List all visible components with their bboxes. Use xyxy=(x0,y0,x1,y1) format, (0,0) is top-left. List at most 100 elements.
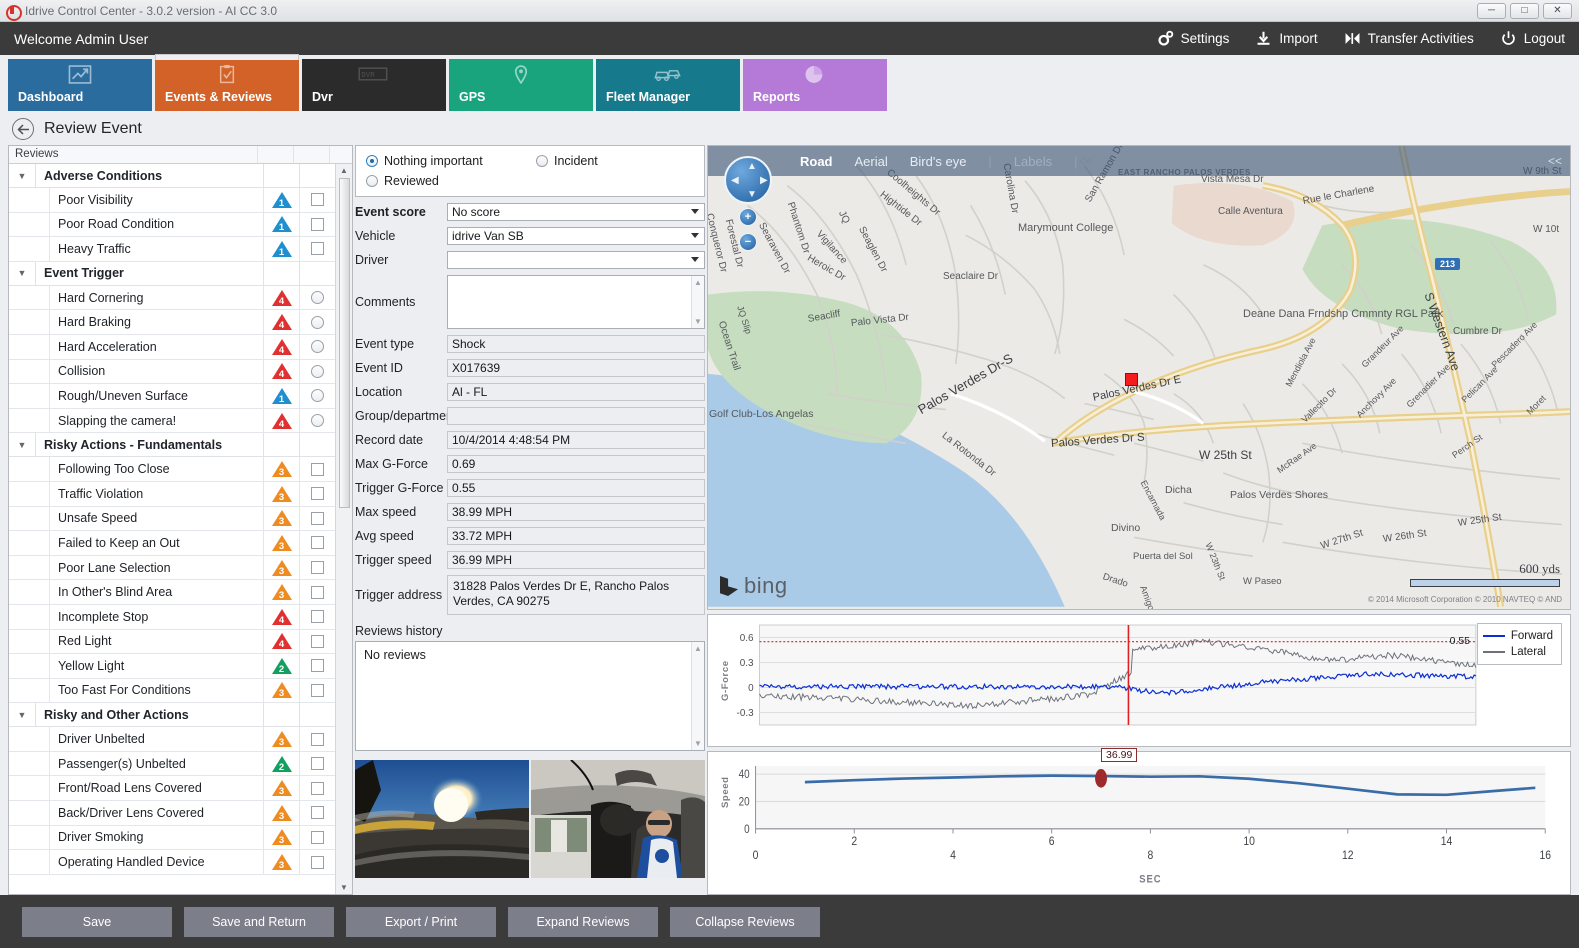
review-checkbox[interactable] xyxy=(311,732,324,746)
scroll-down-icon[interactable]: ▼ xyxy=(694,739,702,748)
tree-group-2[interactable]: ▼ Risky Actions - Fundamentals xyxy=(9,433,335,458)
review-radio[interactable] xyxy=(311,315,324,329)
scrollbar-thumb[interactable] xyxy=(338,178,350,508)
review-checkbox[interactable] xyxy=(311,806,324,820)
tree-item-row[interactable]: Poor Lane Selection 3 xyxy=(9,555,335,581)
review-checkbox[interactable] xyxy=(311,536,324,550)
select-event-score[interactable]: No score xyxy=(447,203,705,221)
review-checkbox[interactable] xyxy=(311,487,324,501)
scroll-down-icon[interactable]: ▼ xyxy=(694,317,702,326)
review-checkbox[interactable] xyxy=(311,634,324,648)
minimize-button[interactable]: ─ xyxy=(1477,2,1506,19)
group-toggle-icon[interactable]: ▼ xyxy=(17,268,27,279)
scroll-down-icon[interactable]: ▼ xyxy=(340,883,348,892)
zoom-out-button[interactable]: − xyxy=(739,233,757,251)
tree-item-row[interactable]: Hard Acceleration 4 xyxy=(9,334,335,360)
tree-item-row[interactable]: Slapping the camera! 4 xyxy=(9,408,335,434)
review-radio[interactable] xyxy=(311,414,324,428)
collapse-reviews-button[interactable]: Collapse Reviews xyxy=(670,906,820,937)
review-checkbox[interactable] xyxy=(311,511,324,525)
close-button[interactable]: ✕ xyxy=(1543,2,1572,19)
pan-left-icon[interactable]: ◀ xyxy=(731,175,739,186)
tree-item-row[interactable]: Red Light 4 xyxy=(9,629,335,655)
review-checkbox[interactable] xyxy=(311,683,324,697)
map-view-aerial[interactable]: Aerial xyxy=(854,153,888,169)
reviews-history-scrollbar[interactable]: ▲ ▼ xyxy=(691,642,704,750)
module-tab-fleet-manager[interactable]: Fleet Manager xyxy=(596,59,740,111)
module-tab-dvr[interactable]: DVR Dvr xyxy=(302,59,446,111)
tree-item-row[interactable]: Operating Handled Device 3 xyxy=(9,850,335,875)
tree-item-row[interactable]: Incomplete Stop 4 xyxy=(9,604,335,630)
reviews-tree-scrollbar[interactable]: ▲ ▼ xyxy=(335,164,352,894)
review-radio[interactable] xyxy=(311,340,324,354)
review-checkbox[interactable] xyxy=(311,610,324,624)
comments-textarea[interactable]: ▲ ▼ xyxy=(447,275,705,329)
maximize-button[interactable]: □ xyxy=(1510,2,1539,19)
scroll-up-icon[interactable]: ▲ xyxy=(694,644,702,653)
review-checkbox[interactable] xyxy=(311,659,324,673)
map-view-labels[interactable]: Labels xyxy=(1013,153,1053,169)
expand-reviews-button[interactable]: Expand Reviews xyxy=(508,906,658,937)
group-toggle-icon[interactable]: ▼ xyxy=(17,439,27,450)
textarea-scrollbar[interactable]: ▲ ▼ xyxy=(691,276,704,328)
review-checkbox[interactable] xyxy=(311,462,324,476)
review-checkbox[interactable] xyxy=(311,830,324,844)
tree-item-row[interactable]: Hard Cornering 4 xyxy=(9,285,335,311)
forward-road-camera[interactable] xyxy=(355,760,529,878)
review-checkbox[interactable] xyxy=(311,585,324,599)
select-driver[interactable] xyxy=(447,251,705,269)
review-checkbox[interactable] xyxy=(311,757,324,771)
review-radio[interactable] xyxy=(311,291,324,305)
scroll-up-icon[interactable]: ▲ xyxy=(340,166,348,175)
export-print-button[interactable]: Export / Print xyxy=(346,906,496,937)
driver-interior-camera[interactable] xyxy=(531,760,705,878)
tree-item-row[interactable]: In Other's Blind Area 3 xyxy=(9,580,335,605)
review-checkbox[interactable] xyxy=(311,561,324,575)
import-button[interactable]: Import xyxy=(1255,30,1318,47)
radio-reviewed[interactable] xyxy=(366,175,378,187)
status-option-nothing-important[interactable]: Nothing important xyxy=(366,154,536,168)
tree-item-row[interactable]: Poor Road Condition 1 xyxy=(9,212,335,238)
scroll-up-icon[interactable]: ▲ xyxy=(694,278,702,287)
review-checkbox[interactable] xyxy=(311,855,324,869)
tree-group-1[interactable]: ▼ Event Trigger xyxy=(9,261,335,286)
logout-button[interactable]: Logout xyxy=(1500,30,1565,47)
zoom-in-button[interactable]: + xyxy=(739,208,757,226)
tree-item-row[interactable]: Hard Braking 4 xyxy=(9,310,335,335)
tree-item-row[interactable]: Poor Visibility 1 xyxy=(9,188,335,213)
map-collapse-toggle[interactable]: << xyxy=(1547,154,1562,168)
map-view-birds-eye[interactable]: Bird's eye xyxy=(909,153,967,169)
tree-item-row[interactable]: Passenger(s) Unbelted 2 xyxy=(9,751,335,777)
tree-item-row[interactable]: Traffic Violation 3 xyxy=(9,481,335,507)
tree-item-row[interactable]: Driver Smoking 3 xyxy=(9,825,335,851)
radio-incident[interactable] xyxy=(536,155,548,167)
select-vehicle[interactable]: idrive Van SB xyxy=(447,227,705,245)
tree-item-row[interactable]: Failed to Keep an Out 3 xyxy=(9,531,335,556)
chevron-down-icon[interactable] xyxy=(691,257,699,262)
pan-right-icon[interactable]: ▶ xyxy=(760,175,768,186)
tree-item-row[interactable]: Front/Road Lens Covered 3 xyxy=(9,776,335,802)
tree-item-row[interactable]: Too Fast For Conditions 3 xyxy=(9,678,335,704)
tree-group-0[interactable]: ▼ Adverse Conditions xyxy=(9,164,335,188)
tree-item-row[interactable]: Heavy Traffic 1 xyxy=(9,237,335,262)
transfer-activities-button[interactable]: Transfer Activities xyxy=(1344,30,1474,47)
event-location-marker[interactable] xyxy=(1125,373,1138,386)
status-option-incident[interactable]: Incident xyxy=(536,154,598,168)
group-toggle-icon[interactable]: ▼ xyxy=(17,709,27,720)
tree-item-row[interactable]: Unsafe Speed 3 xyxy=(9,506,335,532)
g-force-chart[interactable]: G-Force -0.3 0 0.3 0.6 Forward Lateral 0.55 xyxy=(707,614,1571,747)
review-checkbox[interactable] xyxy=(311,217,324,231)
pan-up-icon[interactable]: ▲ xyxy=(747,161,757,172)
map-view-road[interactable]: Road xyxy=(800,153,833,169)
module-tab-reports[interactable]: Reports xyxy=(743,59,887,111)
group-toggle-icon[interactable]: ▼ xyxy=(17,170,27,181)
review-checkbox[interactable] xyxy=(311,193,324,207)
speed-chart[interactable]: Speed 0 20 40 0 2 4 6 8 10 12 14 16 SEC 36.99 xyxy=(707,748,1571,895)
tree-item-row[interactable]: Rough/Uneven Surface 1 xyxy=(9,384,335,409)
tree-item-row[interactable]: Back/Driver Lens Covered 3 xyxy=(9,801,335,826)
review-radio[interactable] xyxy=(311,364,324,378)
map-pan-control[interactable]: ▲ ▼ ◀ ▶ xyxy=(724,156,772,204)
tree-item-row[interactable]: Driver Unbelted 3 xyxy=(9,727,335,752)
tree-item-row[interactable]: Collision 4 xyxy=(9,359,335,385)
chevron-down-icon[interactable] xyxy=(691,209,699,214)
